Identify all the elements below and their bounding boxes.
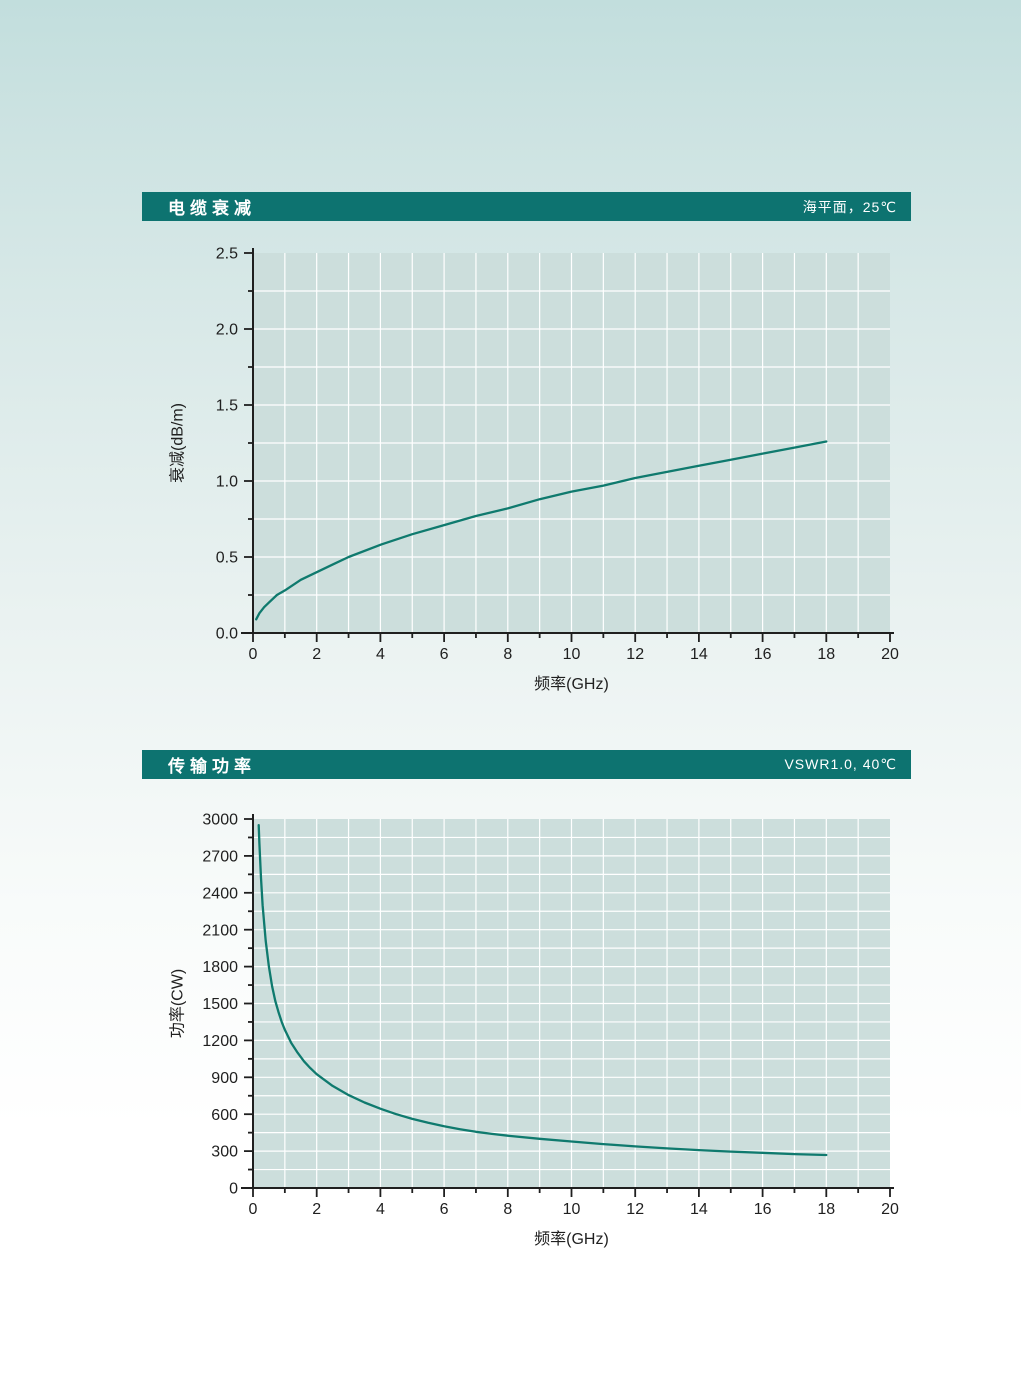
attenuation-condition: 海平面，25℃ xyxy=(802,198,897,215)
axes xyxy=(241,814,894,1189)
y-tick-label: 600 xyxy=(211,1107,238,1124)
y-tick-label: 300 xyxy=(211,1144,238,1161)
x-tick-label: 12 xyxy=(626,646,644,663)
y-tick-label: 1500 xyxy=(202,996,238,1013)
y-tick-label: 900 xyxy=(211,1070,238,1087)
power-title: 传输功率 xyxy=(168,757,256,776)
attenuation-header-bar: 电缆衰减 海平面，25℃ xyxy=(142,192,911,221)
data-curve xyxy=(257,824,828,1157)
x-tick-label: 2 xyxy=(312,646,321,663)
x-tick-label: 12 xyxy=(626,1201,644,1218)
tick-marks xyxy=(244,818,891,1197)
x-tick-label: 0 xyxy=(249,646,258,663)
attenuation-chart: 0 2 4 6 8 10 12 14 16 18 20 0.0 0.5 1.0 1.5 2.0 2.5 频率(GH… xyxy=(169,246,899,693)
y-tick-label: 2.5 xyxy=(216,246,238,263)
x-axis-title: 频率(GHz) xyxy=(534,675,609,693)
y-axis-title: 功率(CW) xyxy=(169,969,187,1038)
y-tick-label: 2.0 xyxy=(216,322,238,339)
x-tick-label: 2 xyxy=(312,1201,321,1218)
x-tick-label: 6 xyxy=(440,1201,449,1218)
x-tick-label: 14 xyxy=(690,1201,708,1218)
gridlines xyxy=(253,253,890,633)
power-chart: 0 2 4 6 8 10 12 14 16 18 20 0 300 600 900 1200 1500 1800 2… xyxy=(169,812,899,1248)
tick-marks xyxy=(244,252,891,642)
x-tick-label: 16 xyxy=(754,1201,772,1218)
power-header-bar: 传输功率 VSWR1.0, 40℃ xyxy=(142,750,911,779)
y-tick-label: 2100 xyxy=(202,922,238,939)
power-condition: VSWR1.0, 40℃ xyxy=(784,756,897,772)
y-tick-label: 3000 xyxy=(202,812,238,829)
x-tick-label: 16 xyxy=(754,646,772,663)
x-tick-label: 8 xyxy=(503,646,512,663)
axes xyxy=(241,248,894,634)
x-tick-label: 4 xyxy=(376,646,385,663)
x-tick-label: 4 xyxy=(376,1201,385,1218)
y-tick-label: 0 xyxy=(229,1181,238,1198)
y-tick-label: 1.0 xyxy=(216,474,238,491)
x-tick-label: 20 xyxy=(881,646,899,663)
y-tick-label: 2700 xyxy=(202,849,238,866)
tick-labels: 0 2 4 6 8 10 12 14 16 18 20 0 300 600 900 1200 1500 1800 2… xyxy=(202,812,899,1218)
x-tick-label: 10 xyxy=(563,1201,581,1218)
y-tick-label: 1.5 xyxy=(216,398,238,415)
x-tick-label: 18 xyxy=(817,1201,835,1218)
gridlines xyxy=(253,819,890,1188)
x-tick-label: 8 xyxy=(503,1201,512,1218)
x-tick-label: 6 xyxy=(440,646,449,663)
y-tick-label: 1800 xyxy=(202,959,238,976)
x-tick-label: 18 xyxy=(817,646,835,663)
y-tick-label: 0.5 xyxy=(216,550,238,567)
y-tick-label: 0.0 xyxy=(216,626,238,643)
x-tick-label: 10 xyxy=(563,646,581,663)
attenuation-title: 电缆衰减 xyxy=(168,199,256,218)
y-tick-label: 2400 xyxy=(202,885,238,902)
y-axis-title: 衰减(dB/m) xyxy=(169,403,187,483)
x-axis-title: 频率(GHz) xyxy=(534,1230,609,1248)
x-tick-label: 20 xyxy=(881,1201,899,1218)
x-tick-label: 14 xyxy=(690,646,708,663)
x-tick-label: 0 xyxy=(249,1201,258,1218)
y-tick-label: 1200 xyxy=(202,1033,238,1050)
data-curve xyxy=(255,440,828,621)
tick-labels: 0 2 4 6 8 10 12 14 16 18 20 0.0 0.5 1.0 1.5 2.0 2.5 xyxy=(216,246,899,663)
